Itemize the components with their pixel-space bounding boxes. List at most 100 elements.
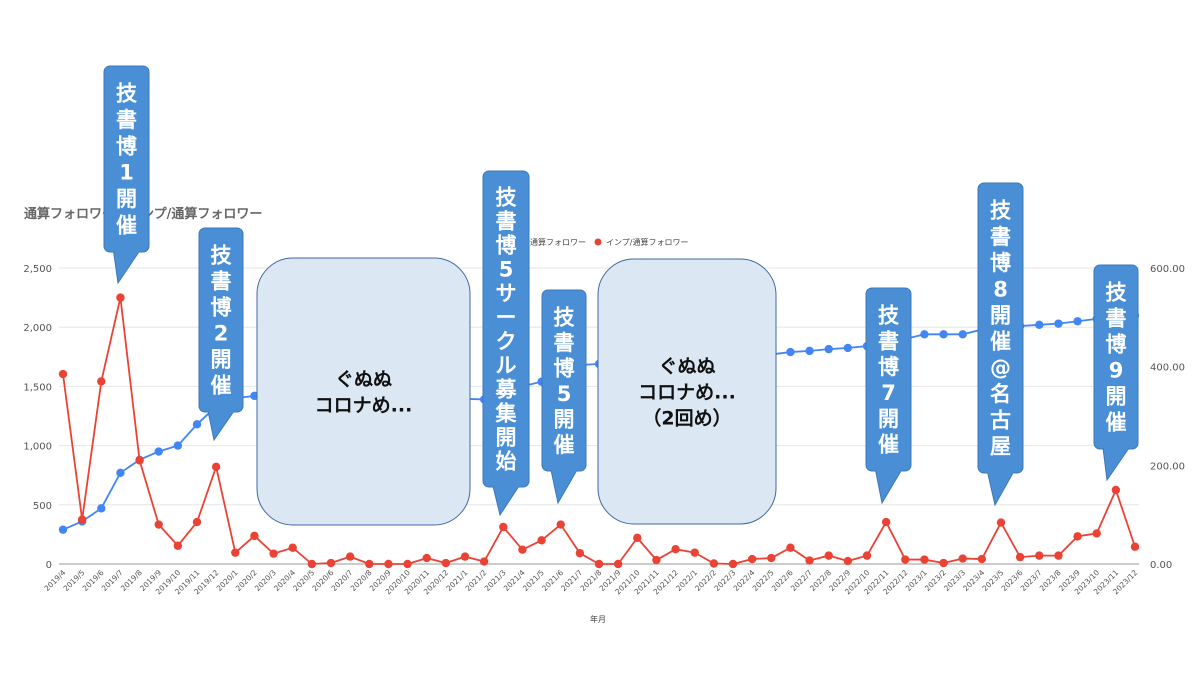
data-point [958,554,967,563]
callout-char: ク [496,330,517,354]
callout-char: 8 [993,277,1008,301]
callout-char: ル [496,354,517,378]
callout-char: 開 [554,407,575,431]
callout-char: 5 [499,258,514,282]
callout-char: 博 [116,134,137,158]
callout-char: 始 [496,450,517,474]
data-point [269,549,278,558]
note-text: コロナめ... [315,395,413,417]
callout-char: 2 [214,322,229,346]
data-point [192,420,202,429]
data-point [499,522,508,532]
data-point [1130,542,1140,551]
data-point [116,468,125,478]
data-point [1073,317,1082,326]
data-point [633,533,642,543]
data-point [1092,529,1101,538]
note-box [256,257,471,526]
data-point [384,559,393,569]
callout-seam [876,468,901,472]
callout-char: 名 [990,382,1011,406]
data-point [231,548,240,557]
callout-char: 博 [554,356,575,380]
data-point [881,517,891,527]
note-box [597,258,777,525]
callout-pointer [550,469,578,505]
data-point [1035,320,1044,330]
note-text: ぐぬぬ [658,356,715,378]
callout-char: 博 [1106,333,1127,357]
data-point [747,554,757,564]
callout-seam [494,484,518,488]
callout-char: 開 [496,426,517,450]
data-point [977,554,987,564]
data-point [192,517,202,527]
series-imp-ratio [58,293,1140,569]
data-point [173,441,183,450]
callout-pointer [1102,447,1130,482]
data-point [652,555,661,565]
callout-pointer [112,250,141,285]
legend-label-imp-ratio: インプ/通算フォロワー [606,237,688,247]
data-point [786,347,795,357]
data-point [1054,319,1063,328]
data-point [824,344,833,354]
data-point [1111,485,1121,495]
data-point [862,551,872,560]
callout-char: ー [496,306,517,330]
callout-seam [988,470,1013,474]
y-left-tick-label: 1,000 [23,442,52,453]
data-point [288,543,297,552]
data-point [767,553,776,563]
callout-char: 7 [881,381,896,405]
data-point [1073,532,1082,541]
callout-char: 9 [1109,359,1124,383]
data-point [116,293,125,302]
data-point [307,559,317,569]
callout-char: 博 [990,251,1011,275]
callout-seam [209,409,233,413]
callout-pointer [207,410,235,442]
callout-char: 技 [990,199,1012,223]
y-right-tick-label: 600.00 [1150,264,1185,275]
callout-char: 技 [878,303,900,327]
data-point [345,552,355,561]
callout-char: 書 [990,225,1011,249]
data-point [901,555,910,564]
y-right-tick-label: 200.00 [1150,461,1185,472]
legend: 通算フォロワー インプ/通算フォロワー [519,237,688,247]
y-left-tick-label: 500 [33,501,52,512]
callout-char: 催 [990,330,1011,354]
data-point [843,556,853,566]
data-point [805,556,814,565]
callouts-layer: 技書博1開催技書博2開催技書博5サークル募集開始技書博5開催技書博7開催技書博8… [103,65,1139,517]
data-point [1035,551,1044,560]
callout-char: 書 [1106,307,1127,331]
data-point [575,548,585,558]
callout-char: 催 [1106,411,1127,435]
data-point [441,558,451,568]
callout-seam [552,468,576,472]
callout-char: 技 [1106,281,1128,305]
callout-char: 開 [116,187,137,211]
callout-seam [114,249,139,253]
y-left-tick-label: 2,500 [23,264,52,275]
callout-char: 技 [211,244,233,268]
data-point [518,545,527,554]
callout-char: 催 [211,374,232,398]
callout-char: 書 [496,210,517,234]
callout-seam [1104,446,1128,450]
callout-pointer [874,469,903,505]
callout-char: 書 [554,331,575,355]
callout-char: 技 [554,305,576,329]
callout-char: 開 [990,303,1011,327]
data-point [422,553,431,563]
callout-char: 1 [119,161,134,185]
callout-char: @ [990,356,1011,380]
data-point [996,518,1006,527]
y-axis-right: 0.00 200.00 400.00 600.00 [1150,264,1185,571]
data-point [690,548,699,557]
legend-marker-imp-ratio [594,238,602,246]
y-left-tick-label: 0 [46,560,52,571]
callout-char: 開 [211,348,232,372]
